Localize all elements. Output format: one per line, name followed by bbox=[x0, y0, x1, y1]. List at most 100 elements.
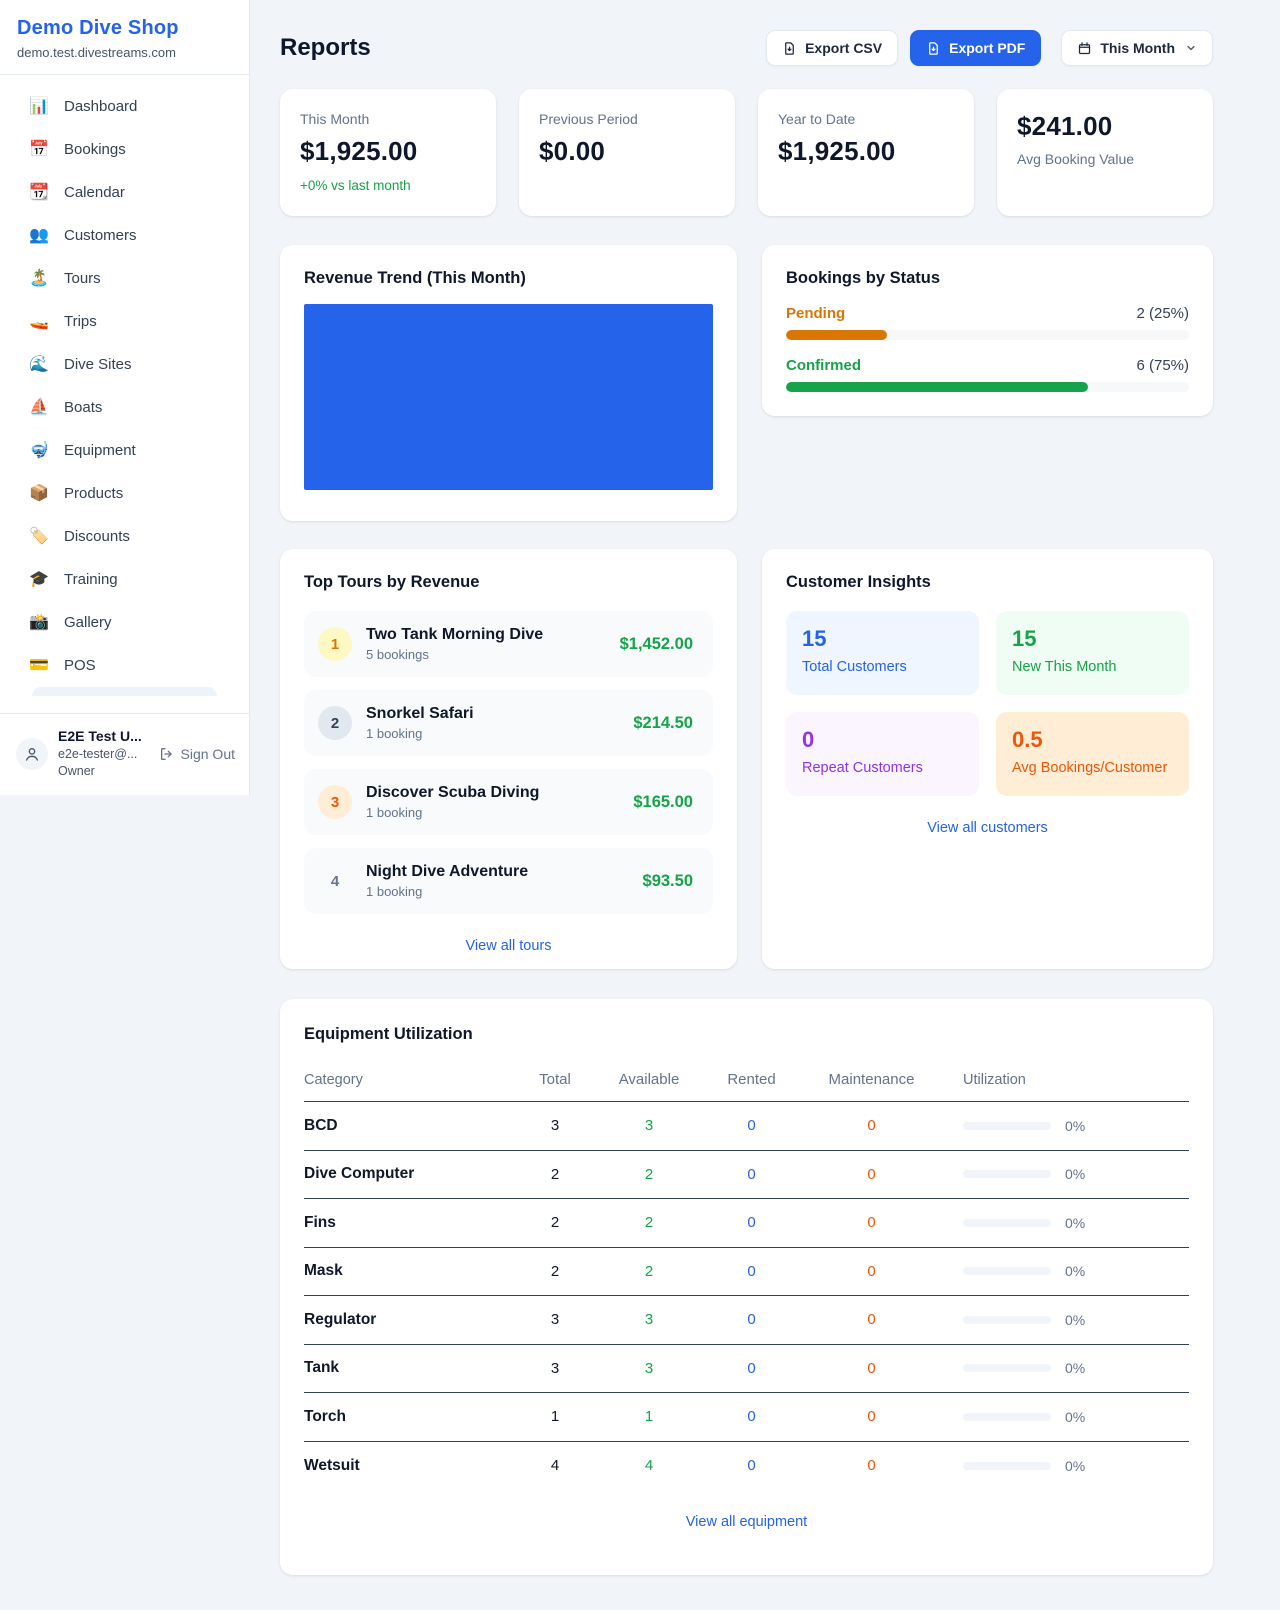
revenue-trend-title: Revenue Trend (This Month) bbox=[304, 269, 526, 287]
tile-label: Total Customers bbox=[802, 659, 907, 675]
customer-insights-card: Customer Insights 15 Total Customers 15 … bbox=[762, 549, 1213, 969]
tile-value: 0 bbox=[802, 727, 815, 752]
status-row-confirmed: Confirmed 6 (75%) bbox=[786, 357, 1189, 392]
sidebar-item-gallery[interactable]: 📸 Gallery bbox=[16, 601, 233, 644]
equipment-category: Tank bbox=[304, 1359, 340, 1377]
tour-bookings-count: 1 booking bbox=[366, 805, 423, 820]
equipment-total: 3 bbox=[550, 1117, 560, 1135]
equipment-maintenance: 0 bbox=[867, 1262, 876, 1280]
col-total: Total bbox=[539, 1071, 571, 1088]
export-csv-button[interactable]: Export CSV bbox=[766, 30, 899, 66]
equipment-available: 2 bbox=[644, 1165, 654, 1183]
view-all-tours-link[interactable]: View all tours bbox=[465, 938, 552, 954]
sidebar-item-dive-sites[interactable]: 🌊 Dive Sites bbox=[16, 343, 233, 386]
sidebar-item-products[interactable]: 📦 Products bbox=[16, 472, 233, 515]
customer-insights-title: Customer Insights bbox=[786, 573, 931, 591]
col-maintenance: Maintenance bbox=[828, 1071, 915, 1088]
utilization-bar bbox=[963, 1218, 1051, 1227]
sidebar-item-label: Products bbox=[64, 485, 124, 502]
sidebar-item-calendar[interactable]: 📆 Calendar bbox=[16, 171, 233, 214]
status-label-pending: Pending bbox=[786, 305, 846, 322]
camera-icon: 📸 bbox=[29, 613, 49, 631]
user-footer: E2E Test U... e2e-tester@... Owner Sign … bbox=[0, 713, 249, 795]
tour-row[interactable]: 4 Night Dive Adventure 1 booking $93.50 bbox=[304, 848, 713, 914]
sidebar-item-customers[interactable]: 👥 Customers bbox=[16, 214, 233, 257]
sidebar-item-training[interactable]: 🎓 Training bbox=[16, 558, 233, 601]
sidebar-item-bookings[interactable]: 📅 Bookings bbox=[16, 128, 233, 171]
rank-badge: 4 bbox=[330, 872, 340, 890]
tour-bookings-count: 1 booking bbox=[366, 884, 423, 899]
tour-row[interactable]: 1 Two Tank Morning Dive 5 bookings $1,45… bbox=[304, 611, 713, 677]
sidebar-item-discounts[interactable]: 🏷️ Discounts bbox=[16, 515, 233, 558]
calendar-icon: 📆 bbox=[29, 183, 49, 201]
utilization-percent: 0% bbox=[1065, 1214, 1086, 1231]
sidebar: Demo Dive Shop demo.test.divestreams.com… bbox=[0, 0, 250, 795]
export-pdf-button[interactable]: Export PDF bbox=[910, 30, 1042, 66]
equipment-rented: 0 bbox=[747, 1262, 756, 1280]
sign-out-button[interactable]: Sign Out bbox=[159, 746, 235, 762]
stat-value: $1,925.00 bbox=[778, 136, 896, 166]
tour-name: Night Dive Adventure bbox=[366, 863, 529, 880]
utilization-percent: 0% bbox=[1065, 1263, 1086, 1280]
sidebar-item-label: Tours bbox=[64, 270, 101, 287]
stat-label: Avg Booking Value bbox=[1017, 151, 1135, 167]
tile-value: 0.5 bbox=[1012, 727, 1043, 752]
stat-label: Previous Period bbox=[539, 111, 638, 127]
person-icon bbox=[26, 747, 38, 761]
equipment-available: 2 bbox=[644, 1214, 654, 1232]
shop-header: Demo Dive Shop demo.test.divestreams.com bbox=[0, 0, 249, 75]
bookings-by-status-card: Bookings by Status Pending 2 (25%) Confi… bbox=[762, 245, 1213, 416]
sidebar-item-label: Discounts bbox=[64, 528, 130, 545]
sidebar-item-reports-partial-highlight[interactable] bbox=[32, 687, 217, 696]
page-header: Reports Export CSV Export PDF This Month bbox=[280, 30, 1213, 66]
tour-revenue: $1,452.00 bbox=[619, 634, 693, 653]
utilization-bar bbox=[963, 1412, 1051, 1421]
equipment-rented: 0 bbox=[747, 1408, 756, 1426]
tile-label: Avg Bookings/Customer bbox=[1012, 760, 1168, 776]
stat-value: $241.00 bbox=[1017, 111, 1113, 141]
user-meta: E2E Test U... e2e-tester@... Owner bbox=[58, 727, 142, 780]
equipment-rented: 0 bbox=[747, 1311, 756, 1329]
bookings-by-status-title: Bookings by Status bbox=[786, 269, 941, 287]
equipment-total: 2 bbox=[550, 1165, 560, 1183]
sailboat-icon: ⛵ bbox=[29, 398, 49, 416]
tour-row[interactable]: 2 Snorkel Safari 1 booking $214.50 bbox=[304, 690, 713, 756]
credit-card-icon: 💳 bbox=[29, 656, 49, 674]
export-pdf-label: Export PDF bbox=[949, 40, 1026, 56]
calendar-outline-icon bbox=[1079, 41, 1091, 54]
sidebar-item-tours[interactable]: 🏝️ Tours bbox=[16, 257, 233, 300]
period-dropdown[interactable]: This Month bbox=[1061, 30, 1213, 66]
file-download-icon bbox=[785, 41, 794, 55]
sidebar-item-boats[interactable]: ⛵ Boats bbox=[16, 386, 233, 429]
tour-bookings-count: 1 booking bbox=[366, 726, 423, 741]
status-bar-fill-confirmed bbox=[786, 382, 1089, 392]
sidebar-item-label: Customers bbox=[64, 227, 137, 244]
table-row: Wetsuit 4 4 0 0 0% bbox=[304, 1442, 1189, 1491]
tour-revenue: $93.50 bbox=[642, 871, 693, 890]
equipment-maintenance: 0 bbox=[867, 1165, 876, 1183]
view-all-customers-link[interactable]: View all customers bbox=[927, 820, 1048, 836]
table-row: Dive Computer 2 2 0 0 0% bbox=[304, 1151, 1189, 1199]
tile-total-customers: 15 Total Customers bbox=[786, 611, 979, 695]
equipment-available: 1 bbox=[644, 1408, 654, 1426]
sidebar-item-pos[interactable]: 💳 POS bbox=[16, 644, 233, 687]
stat-label: Year to Date bbox=[778, 111, 856, 127]
table-row: BCD 3 3 0 0 0% bbox=[304, 1102, 1189, 1151]
equipment-rented: 0 bbox=[747, 1359, 756, 1377]
equipment-utilization-card: Equipment Utilization Category Total Ava… bbox=[280, 999, 1213, 1575]
top-tours-title: Top Tours by Revenue bbox=[304, 573, 480, 591]
tour-row[interactable]: 3 Discover Scuba Diving 1 booking $165.0… bbox=[304, 769, 713, 835]
equipment-category: Mask bbox=[304, 1262, 343, 1280]
revenue-trend-chart bbox=[304, 304, 713, 490]
col-available: Available bbox=[618, 1071, 680, 1088]
utilization-percent: 0% bbox=[1065, 1360, 1086, 1377]
stat-label: This Month bbox=[300, 111, 370, 127]
sidebar-item-equipment[interactable]: 🤿 Equipment bbox=[16, 429, 233, 472]
view-all-equipment-link[interactable]: View all equipment bbox=[685, 1514, 808, 1530]
equipment-maintenance: 0 bbox=[867, 1117, 876, 1135]
chevron-down-icon bbox=[1187, 45, 1195, 51]
equipment-total: 3 bbox=[550, 1311, 560, 1329]
sidebar-item-trips[interactable]: 🚤 Trips bbox=[16, 300, 233, 343]
sidebar-item-dashboard[interactable]: 📊 Dashboard bbox=[16, 85, 233, 128]
equipment-total: 3 bbox=[550, 1359, 560, 1377]
